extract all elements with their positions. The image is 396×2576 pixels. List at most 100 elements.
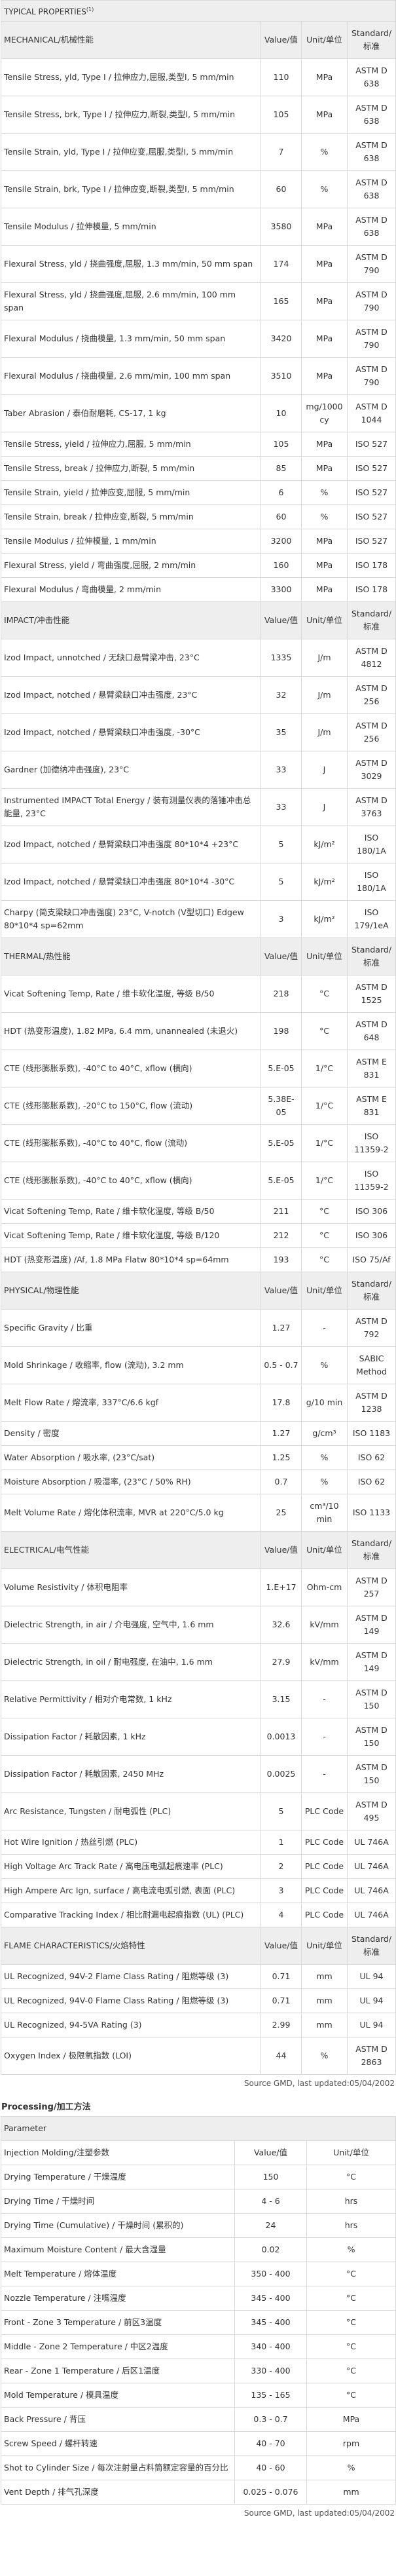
standard-cell: ASTM D 638 xyxy=(347,170,396,208)
property-row: Flexural Stress, yield / 弯曲强度,屈服, 2 mm/m… xyxy=(1,553,396,578)
property-row: UL Recognized, 94V-0 Flame Class Rating … xyxy=(1,1988,396,2013)
unit-cell: mg/1000cy xyxy=(301,394,348,432)
unit-cell: MPa xyxy=(301,96,348,134)
unit-cell: mm xyxy=(301,1964,348,1989)
unit-cell: hrs xyxy=(306,2213,396,2238)
value-cell: 25 xyxy=(261,1494,302,1532)
property-row: High Ampere Arc Ign, surface / 高电流电弧引燃, … xyxy=(1,1878,396,1903)
value-cell: 3 xyxy=(261,1878,302,1903)
property-cell: CTE (线形膨胀系数), -40°C to 40°C, xflow (横向) xyxy=(1,1050,261,1088)
section-header-cell: Standard/标准 xyxy=(347,1531,396,1569)
properties-body: TYPICAL PROPERTIES(1) MECHANICAL/机械性能 Val… xyxy=(1,0,396,2075)
section-header-cell: Standard/标准 xyxy=(347,1272,396,1310)
property-cell: Back Pressure / 背压 xyxy=(1,2407,235,2432)
property-cell: Flexural Stress, yld / 挠曲强度,屈服, 1.3 mm/m… xyxy=(1,245,261,283)
standard-cell: ISO 11359-2 xyxy=(347,1162,396,1200)
unit-cell: % xyxy=(306,2237,396,2262)
property-cell: Melt Flow Rate / 熔流率, 337°C/6.6 kgf xyxy=(1,1384,261,1422)
unit-cell: kJ/m² xyxy=(301,863,348,901)
standard-cell: UL 94 xyxy=(347,1988,396,2013)
property-row: Taber Abrasion / 泰伯耐磨耗, CS-17, 1 kg 10 mg/… xyxy=(1,394,396,432)
unit-cell: kV/mm xyxy=(301,1606,348,1644)
standard-cell: ISO 62 xyxy=(347,1445,396,1470)
property-cell: Izod Impact, notched / 悬臂梁缺口冲击强度 80*10*4… xyxy=(1,825,261,863)
property-row: Charpy (简支梁缺口冲击强度) 23°C, V-notch (V型切口) … xyxy=(1,900,396,938)
standard-cell: UL 746A xyxy=(347,1830,396,1855)
unit-cell: °C xyxy=(306,2165,396,2189)
value-cell: 174 xyxy=(261,245,302,283)
property-row: HDT (热变形温度), 1.82 MPa, 6.4 mm, unanneale… xyxy=(1,1012,396,1050)
value-cell: 2.99 xyxy=(261,2013,302,2037)
value-cell: 5 xyxy=(261,863,302,901)
property-row: Hot Wire Ignition / 热丝引燃 (PLC) 1 PLC Code U… xyxy=(1,1830,396,1855)
property-row: Tensile Stress, yield / 拉伸应力,屈服, 5 mm/mi… xyxy=(1,432,396,457)
property-cell: Rear - Zone 1 Temperature / 后区1温度 xyxy=(1,2358,235,2383)
value-cell: 44 xyxy=(261,2037,302,2075)
standard-cell: ASTM D 149 xyxy=(347,1643,396,1681)
value-cell: 60 xyxy=(261,504,302,529)
standard-cell: UL 746A xyxy=(347,1878,396,1903)
unit-cell: kV/mm xyxy=(301,1643,348,1681)
value-cell: 150 xyxy=(234,2165,307,2189)
standard-cell: ASTM D 790 xyxy=(347,282,396,320)
property-row: Tensile Stress, break / 拉伸应力,断裂, 5 mm/mi… xyxy=(1,456,396,481)
unit-cell: °C xyxy=(301,1247,348,1272)
property-cell: Relative Permittivity / 相对介电常数, 1 kHz xyxy=(1,1680,261,1718)
unit-cell: °C xyxy=(306,2383,396,2408)
value-cell: 330 - 400 xyxy=(234,2358,307,2383)
value-cell: 135 - 165 xyxy=(234,2383,307,2408)
property-cell: Dielectric Strength, in air / 介电强度, 空气中,… xyxy=(1,1606,261,1644)
property-cell: Volume Resistivity / 体积电阻率 xyxy=(1,1568,261,1606)
section-header-cell: THERMAL/热性能 xyxy=(1,938,261,975)
property-cell: Tensile Strain, break / 拉伸应变,断裂, 5 mm/mi… xyxy=(1,504,261,529)
unit-cell: % xyxy=(301,1469,348,1494)
standard-cell: ASTM D 256 xyxy=(347,676,396,714)
property-cell: Nozzle Temperature / 注嘴温度 xyxy=(1,2286,235,2311)
property-cell: Comparative Tracking Index / 相比耐漏电起痕指数 (… xyxy=(1,1903,261,1927)
property-cell: HDT (热变形温度), 1.82 MPa, 6.4 mm, unanneale… xyxy=(1,1012,261,1050)
processing-header-row: Injection Molding/注塑参数 Value/值 Unit/单位 xyxy=(1,2140,396,2165)
processing-body: Parameter Injection Molding/注塑参数 Value/值 U… xyxy=(0,2116,396,2505)
value-cell: 105 xyxy=(261,432,302,457)
standard-cell: ASTM D 638 xyxy=(347,58,396,96)
property-cell: Front - Zone 3 Temperature / 前区3温度 xyxy=(1,2310,235,2335)
standard-cell: UL 94 xyxy=(347,1964,396,1989)
property-row: CTE (线形膨胀系数), -40°C to 40°C, xflow (横向) 5… xyxy=(1,1162,396,1200)
value-cell: 5.E-05 xyxy=(261,1124,302,1162)
standard-cell: ASTM D 3763 xyxy=(347,788,396,826)
standard-cell: ASTM D 790 xyxy=(347,320,396,358)
processing-row: Drying Temperature / 干燥温度 150 °C xyxy=(1,2165,396,2189)
title: TYPICAL PROPERTIES xyxy=(4,7,86,16)
unit-cell: MPa xyxy=(301,577,348,602)
value-cell: 193 xyxy=(261,1247,302,1272)
standard-cell: ISO 527 xyxy=(347,504,396,529)
property-row: Relative Permittivity / 相对介电常数, 1 kHz 3.1… xyxy=(1,1680,396,1718)
standard-cell: ASTM D 4812 xyxy=(347,639,396,677)
section-header-cell: Value/值 xyxy=(261,601,302,639)
standard-cell: ASTM D 3029 xyxy=(347,751,396,789)
property-row: Izod Impact, notched / 悬臂梁缺口冲击强度 80*10*4… xyxy=(1,825,396,863)
property-row: Comparative Tracking Index / 相比耐漏电起痕指数 (… xyxy=(1,1903,396,1927)
processing-row: Shot to Cylinder Size / 每次注射量占料筒额定容量的百分比… xyxy=(1,2455,396,2480)
property-cell: Drying Temperature / 干燥温度 xyxy=(1,2165,235,2189)
value-cell: 160 xyxy=(261,553,302,578)
unit-cell: PLC Code xyxy=(301,1903,348,1927)
unit-cell: MPa xyxy=(301,553,348,578)
value-cell: 0.0025 xyxy=(261,1755,302,1793)
property-cell: Tensile Modulus / 拉伸模量, 1 mm/min xyxy=(1,529,261,554)
property-cell: Vicat Softening Temp, Rate / 维卡软化温度, 等级 … xyxy=(1,1223,261,1248)
value-cell: 0.0013 xyxy=(261,1718,302,1756)
unit-cell: mm xyxy=(306,2480,396,2505)
property-cell: Hot Wire Ignition / 热丝引燃 (PLC) xyxy=(1,1830,261,1855)
property-row: Dissipation Factor / 耗散因素, 1 kHz 0.0013- A… xyxy=(1,1718,396,1756)
property-cell: Vicat Softening Temp, Rate / 维卡软化温度, 等级 … xyxy=(1,1199,261,1224)
value-cell: 165 xyxy=(261,282,302,320)
property-cell: Flexural Stress, yield / 弯曲强度,屈服, 2 mm/m… xyxy=(1,553,261,578)
property-row: Water Absorption / 吸水率, (23°C/sat) 1.25% I… xyxy=(1,1445,396,1470)
property-row: Izod Impact, notched / 悬臂梁缺口冲击强度 80*10*4… xyxy=(1,863,396,901)
property-cell: Tensile Strain, yld, Type I / 拉伸应变,屈服,类型… xyxy=(1,133,261,171)
property-cell: Moisture Absorption / 吸湿率, (23°C / 50% R… xyxy=(1,1469,261,1494)
standard-cell: ISO 178 xyxy=(347,577,396,602)
unit-cell: % xyxy=(301,170,348,208)
value-cell: 110 xyxy=(261,58,302,96)
